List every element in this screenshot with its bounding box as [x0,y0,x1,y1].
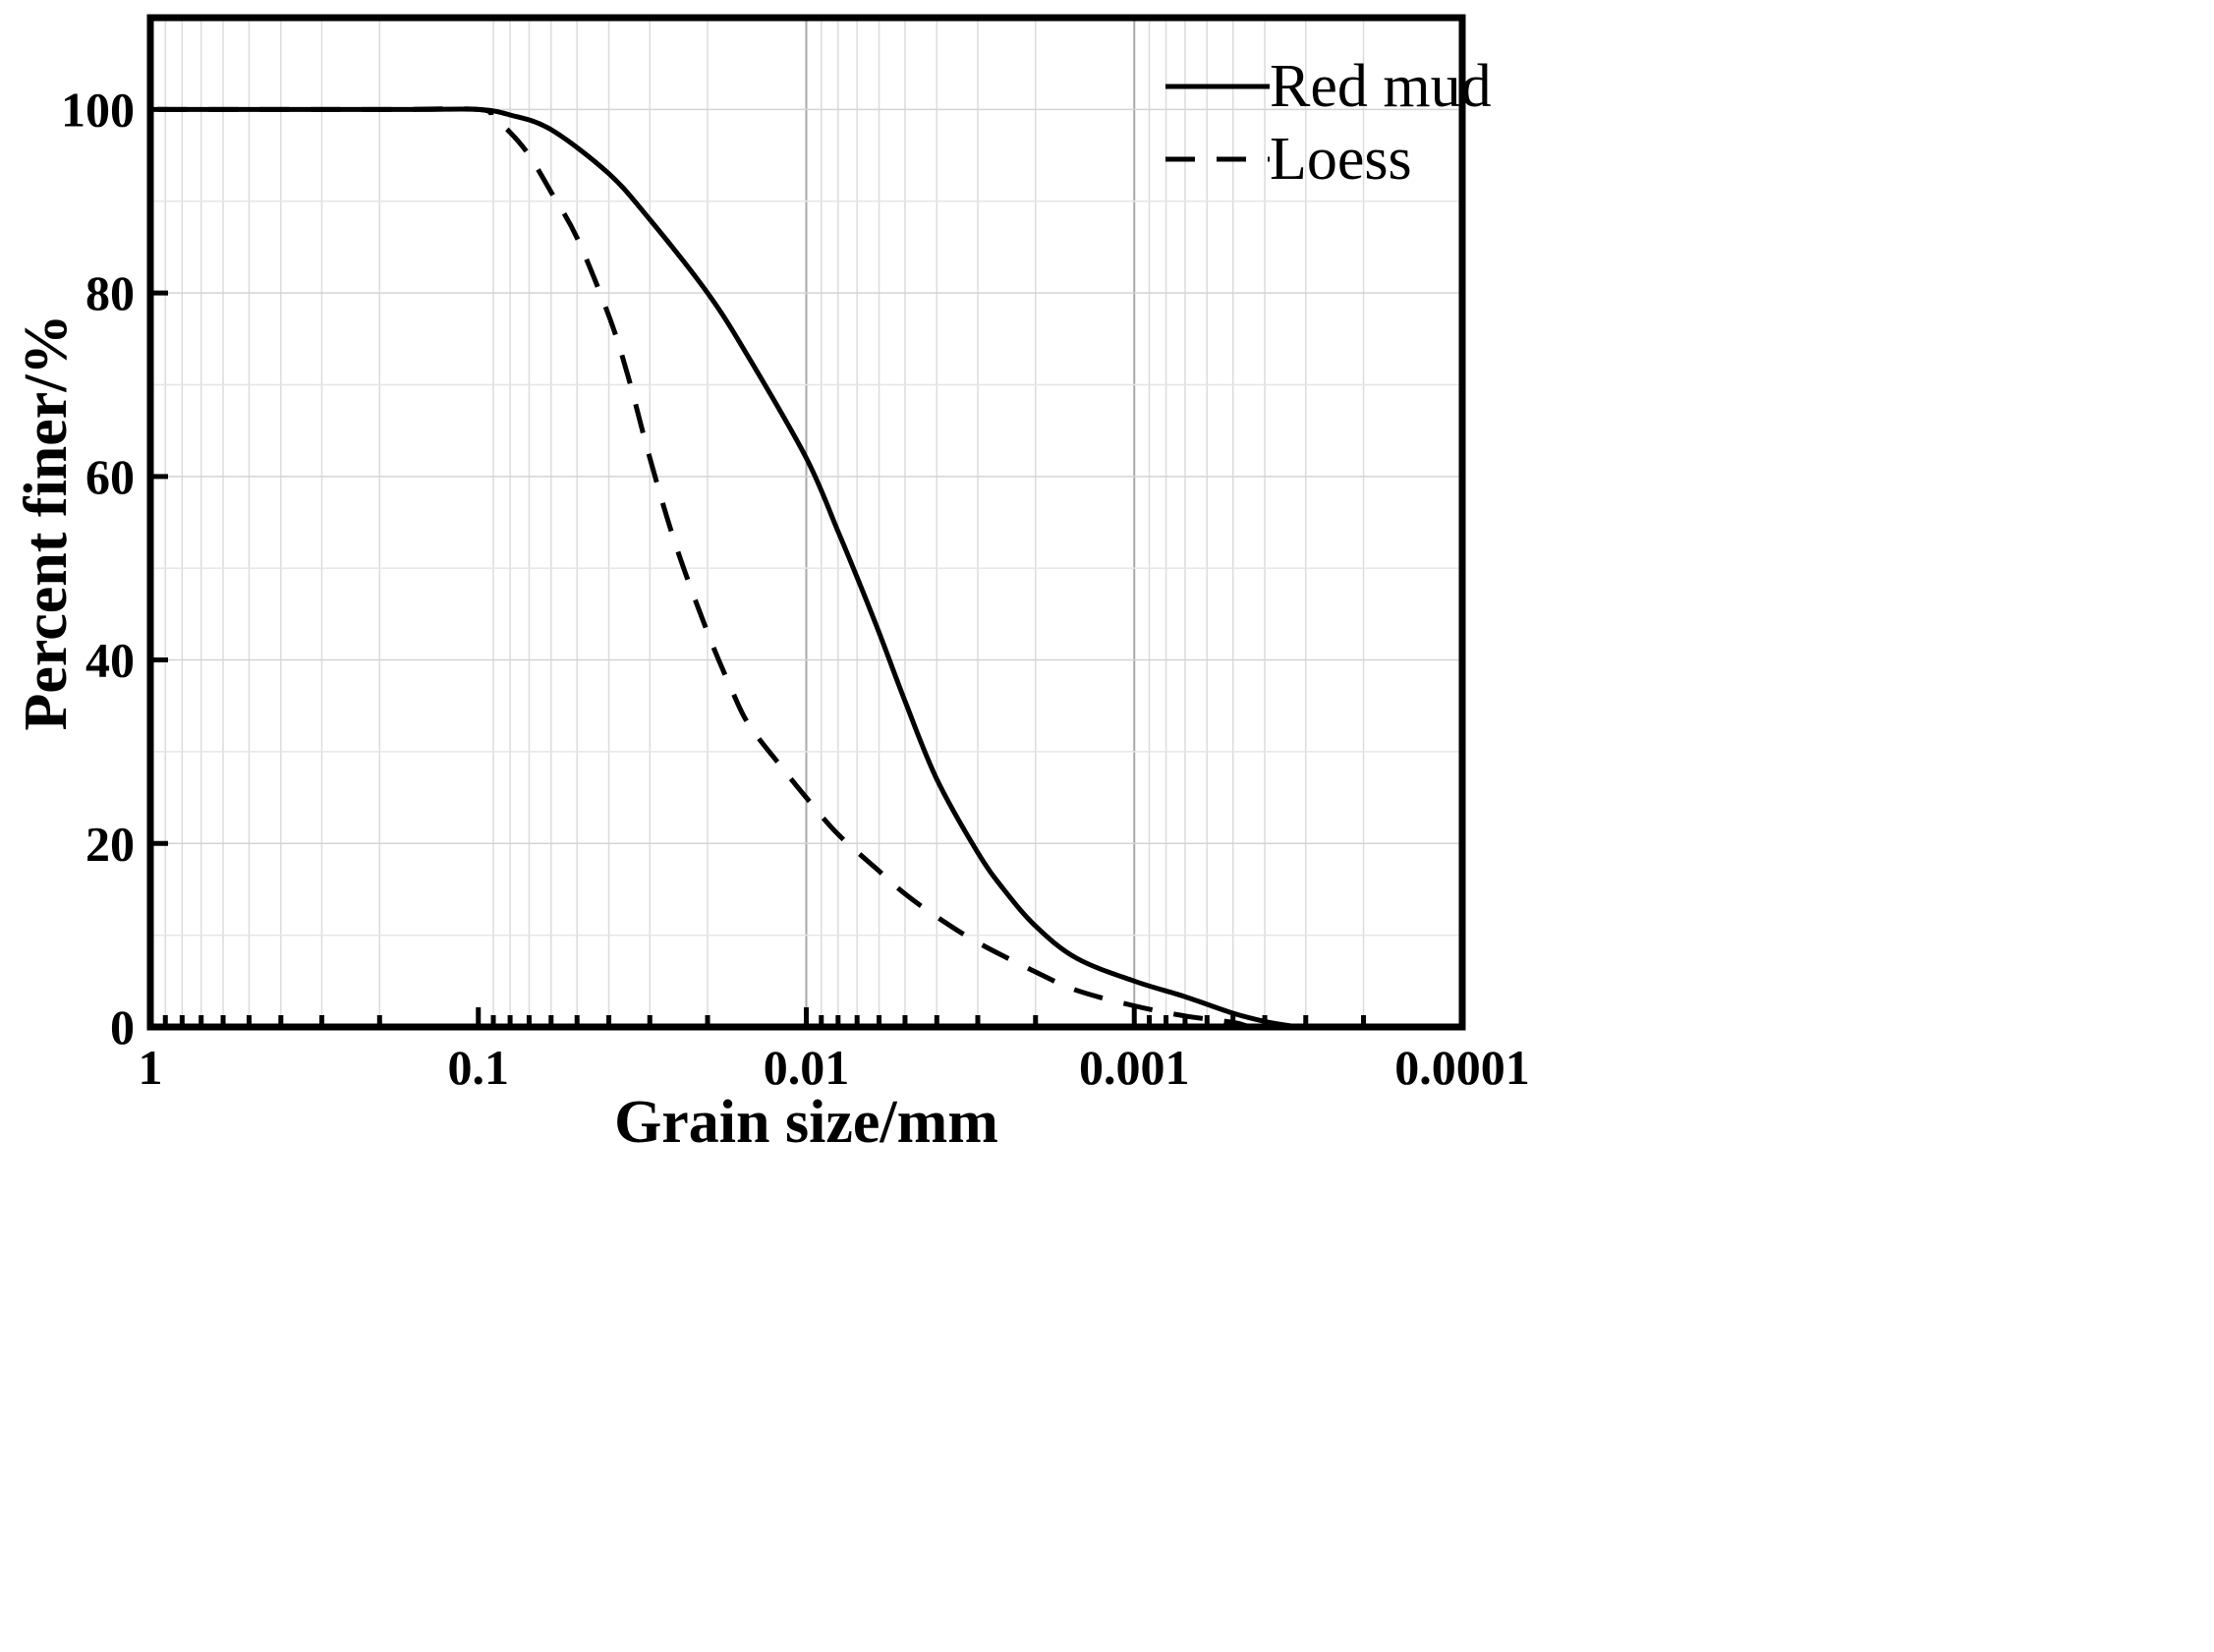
y-tick-labels: 0 20 40 60 80 100 [61,82,135,1054]
y-axis-title: Percent finer/% [13,313,80,730]
y-tick-label: 60 [85,449,135,504]
series-line-red-mud [157,106,1307,1030]
x-tick-label: 1 [139,1040,163,1095]
series-line-loess [157,106,1266,1030]
x-tick-labels: 1 0.1 0.01 0.001 0.0001 [139,1040,1530,1095]
y-tick-label: 0 [110,999,135,1054]
y-tick-label: 80 [85,265,135,320]
major-ticks [147,106,1465,1030]
minor-ticks [162,1015,1367,1027]
legend-label-red-mud: Red mud [1270,53,1492,120]
y-tick-label: 100 [61,82,135,137]
series-layer [157,106,1307,1030]
x-axis-title: Grain size/mm [614,1089,998,1156]
x-tick-label: 0.0001 [1394,1040,1530,1095]
legend: Red mud Loess [1165,53,1492,193]
x-tick-label: 0.01 [764,1040,850,1095]
y-tick-label: 40 [85,633,135,688]
grid-lines [150,18,1463,1027]
x-tick-label: 0.1 [448,1040,510,1095]
legend-label-loess: Loess [1270,126,1412,193]
y-tick-label: 20 [85,816,135,871]
x-tick-label: 0.001 [1079,1040,1190,1095]
